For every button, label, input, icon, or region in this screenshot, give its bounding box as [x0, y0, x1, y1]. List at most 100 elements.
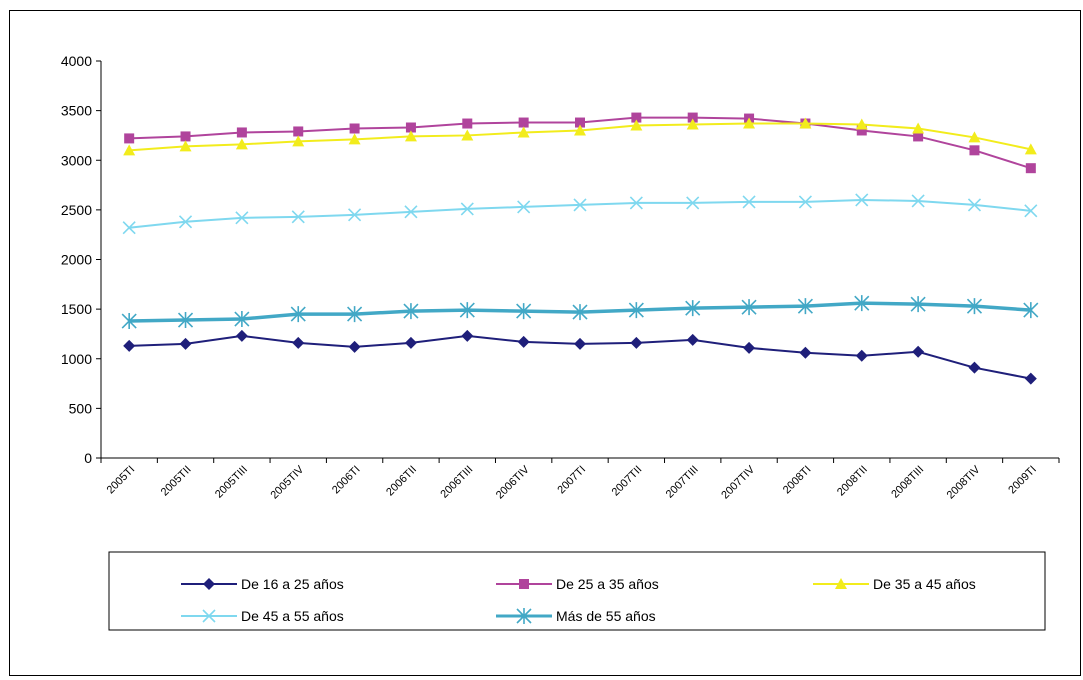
x-tick-label: 2008TIII [889, 464, 926, 501]
data-point [404, 130, 417, 142]
data-point [518, 117, 529, 128]
legend-marker [203, 578, 215, 590]
data-point [1023, 302, 1039, 319]
data-point [123, 144, 136, 156]
data-point [179, 140, 192, 152]
legend-label: De 45 a 55 años [241, 608, 344, 624]
x-tick-label: 2006TIV [494, 463, 532, 501]
x-tick-label: 2008TIV [945, 463, 983, 501]
y-tick-label: 2500 [61, 202, 92, 218]
legend-label: De 35 a 45 años [873, 576, 976, 592]
data-point [743, 117, 756, 129]
data-point [631, 112, 642, 123]
x-tick-labels: 2005TI 2005TII 2005TIII 2005TIV 2006TI 2006TI… [105, 463, 1039, 501]
series-5 [121, 295, 1039, 330]
legend-box [108, 551, 1046, 631]
data-point [574, 337, 586, 350]
data-point [630, 119, 643, 131]
data-point [517, 126, 530, 138]
data-point [1024, 372, 1037, 385]
data-point [799, 346, 812, 359]
data-point [910, 296, 926, 313]
data-point [630, 336, 643, 349]
x-tick-label: 2005TIII [213, 464, 250, 501]
data-point [629, 196, 643, 210]
data-point [855, 118, 868, 130]
data-point [292, 135, 305, 147]
y-tick-label: 2000 [61, 252, 92, 268]
data-point [686, 118, 699, 130]
data-point [124, 133, 135, 144]
y-tick-label: 3000 [61, 152, 92, 168]
data-point [235, 329, 248, 342]
data-point [573, 198, 587, 212]
x-tick-label: 2007TIV [719, 463, 757, 501]
data-point [517, 335, 530, 348]
x-tick-label: 2007TII [610, 464, 645, 499]
legend: De 16 a 25 años De 25 a 35 años De 35 a 45… [108, 551, 1046, 631]
data-point [1025, 163, 1036, 174]
y-tick-label: 1500 [61, 301, 92, 317]
data-point [742, 195, 756, 209]
data-point [969, 145, 980, 156]
data-point [348, 340, 361, 353]
data-point [572, 304, 588, 321]
data-point [460, 202, 474, 216]
y-tick-label: 0 [84, 450, 92, 466]
y-tick-label: 3500 [61, 103, 92, 119]
data-point [348, 133, 361, 145]
x-tick-label: 2005TI [105, 464, 138, 497]
data-point [911, 194, 925, 208]
data-point [799, 117, 812, 129]
data-point [236, 127, 247, 138]
legend-marker [835, 578, 847, 589]
data-point [743, 341, 756, 354]
data-point [349, 123, 360, 134]
legend-marker [202, 609, 216, 623]
legend-entry-5: Más de 55 años [496, 608, 656, 624]
y-tick-label: 1000 [61, 351, 92, 367]
data-point [291, 210, 305, 224]
legend-label: De 25 a 35 años [556, 576, 659, 592]
legend-marker [519, 579, 529, 589]
legend-entry-3: De 35 a 45 años [813, 576, 976, 592]
data-point [912, 122, 925, 134]
data-point [177, 312, 194, 329]
y-tick-labels: 0 500 1000 1500 2000 2500 3000 3500 4000 [61, 53, 92, 466]
data-point [461, 329, 474, 342]
data-point [798, 195, 812, 209]
x-tick-label: 2008TI [781, 464, 814, 497]
data-point [967, 198, 982, 212]
data-point [180, 131, 191, 142]
axes [96, 60, 1060, 463]
data-point [575, 117, 585, 128]
x-tick-label: 2005TII [159, 464, 194, 499]
data-point [797, 298, 813, 315]
x-tick-label: 2006TIII [438, 464, 475, 501]
x-tick-label: 2006TII [384, 464, 419, 499]
data-point [855, 193, 869, 207]
data-point [348, 208, 362, 222]
data-point [405, 122, 416, 133]
data-point [968, 361, 981, 374]
data-point [687, 112, 698, 123]
data-point [179, 337, 192, 350]
data-point [347, 306, 363, 323]
y-tick-label: 500 [69, 400, 93, 416]
data-point [913, 131, 924, 142]
legend-entry-2: De 25 a 35 años [496, 576, 659, 592]
data-point [854, 295, 870, 312]
x-tick-label: 2008TII [835, 464, 870, 499]
data-point [235, 138, 248, 150]
x-tick-label: 2009TI [1006, 464, 1039, 497]
data-point [404, 205, 418, 219]
data-point [517, 200, 531, 214]
data-point [968, 131, 981, 143]
legend-entry-4: De 45 a 55 años [181, 608, 344, 624]
data-point [235, 211, 249, 225]
data-point [628, 302, 644, 319]
x-tick-label: 2007TI [555, 464, 588, 497]
plot-area [121, 112, 1039, 385]
series-4 [122, 193, 1038, 235]
